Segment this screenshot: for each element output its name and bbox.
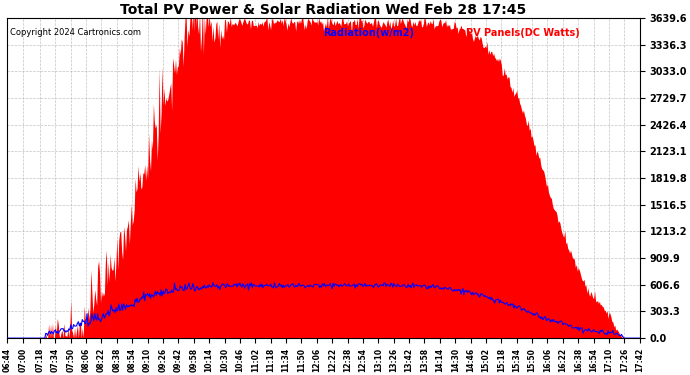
Text: Copyright 2024 Cartronics.com: Copyright 2024 Cartronics.com xyxy=(10,27,141,36)
Text: Radiation(w/m2): Radiation(w/m2) xyxy=(324,27,415,38)
Title: Total PV Power & Solar Radiation Wed Feb 28 17:45: Total PV Power & Solar Radiation Wed Feb… xyxy=(120,3,526,17)
Text: PV Panels(DC Watts): PV Panels(DC Watts) xyxy=(466,27,580,38)
